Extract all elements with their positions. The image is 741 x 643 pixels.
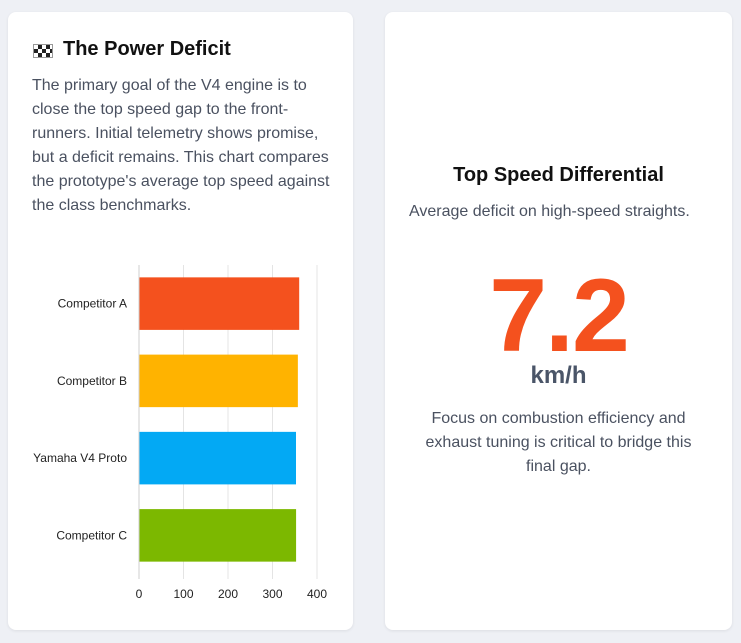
chart-labels: 0 100 200 300 400 Competitor A Competitor B Yam…	[33, 297, 327, 601]
chart-bars	[139, 277, 300, 562]
category-label: Competitor C	[56, 528, 127, 542]
differential-note: Focus on combustion efficiency and exhau…	[425, 410, 692, 475]
card-description: The primary goal of the V4 engine is to …	[32, 77, 330, 214]
x-tick-label: 300	[262, 587, 282, 601]
category-label: Competitor A	[58, 297, 127, 311]
card-header: The Power Deficit	[33, 38, 231, 61]
category-label: Yamaha V4 Proto	[33, 451, 127, 465]
x-tick-label: 200	[218, 587, 238, 601]
x-tick-label: 0	[136, 587, 143, 601]
x-tick-label: 100	[173, 587, 193, 601]
bar-competitor-c	[139, 509, 297, 562]
checkered-flag-icon	[33, 43, 53, 58]
deficit-unit: km/h	[530, 362, 587, 389]
bar-competitor-a	[139, 277, 300, 330]
power-deficit-card: The Power Deficit The primary goal of th…	[8, 12, 353, 630]
differential-title: Top Speed Differential	[453, 164, 664, 186]
category-label: Competitor B	[57, 374, 127, 388]
speed-differential-card: Top Speed Differential Average deficit o…	[385, 12, 732, 630]
top-speed-bar-chart: 0 100 200 300 400 Competitor A Competitor B Yam…	[33, 265, 327, 601]
bar-competitor-b	[139, 354, 298, 408]
differential-subtitle: Average deficit on high-speed straights.	[409, 203, 690, 220]
x-tick-label: 400	[307, 587, 327, 601]
deficit-value: 7.2	[489, 258, 630, 374]
card-title: The Power Deficit	[63, 38, 231, 60]
bar-yamaha-v4-proto	[139, 431, 296, 485]
